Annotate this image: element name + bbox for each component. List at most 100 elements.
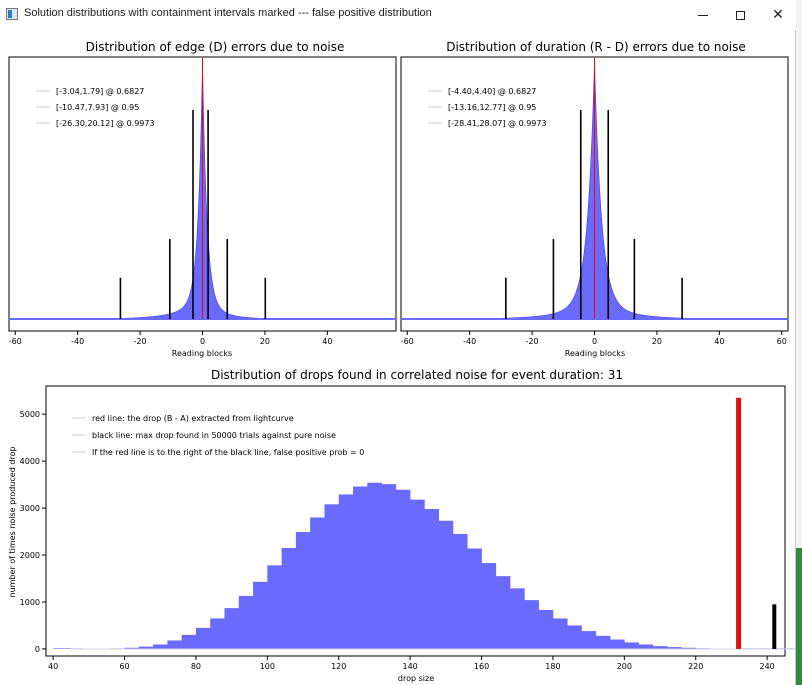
edge-legend-item-1: [-3.04,1.79] @ 0.6827 [56, 87, 144, 96]
x-tick-label: 80 [191, 662, 201, 671]
desktop-edge [796, 0, 802, 685]
edge-error-plot: Distribution of edge (D) errors due to n… [8, 40, 397, 358]
histogram-bar [510, 588, 525, 649]
drop-histogram [53, 482, 796, 650]
histogram-bar [624, 642, 639, 649]
histogram-bar [167, 640, 182, 649]
x-tick-label: 40 [48, 662, 58, 671]
duration-x-axis: -60 -40 -20 0 20 40 60 [401, 331, 787, 346]
x-tick-label: -40 [71, 337, 84, 346]
histogram-bar [153, 644, 168, 649]
drop-legend-item-1: red line: the drop (B - A) extracted fro… [92, 414, 294, 423]
histogram-bar [467, 548, 482, 649]
histogram-bar [324, 504, 340, 649]
histogram-bar [295, 532, 311, 649]
histogram-bar [53, 648, 68, 649]
histogram-bar [481, 563, 497, 649]
y-tick-label: 3000 [20, 504, 40, 513]
histogram-bar [181, 634, 197, 649]
histogram-bar [367, 482, 382, 649]
x-tick-label: 0 [200, 337, 205, 346]
y-tick-label: 1000 [20, 598, 40, 607]
histogram-bar [210, 618, 225, 649]
histogram-bar [424, 509, 440, 649]
duration-plot-title: Distribution of duration (R - D) errors … [446, 40, 746, 54]
x-tick-label: 180 [545, 662, 560, 671]
histogram-bar [124, 647, 140, 649]
edge-legend-item-2: [-10.47,7.93] @ 0.95 [56, 103, 139, 112]
desktop-background [796, 548, 802, 685]
duration-legend: [-4.40,4.40] @ 0.6827 [-13.16,12.77] @ 0… [428, 87, 547, 128]
y-tick-label: 0 [35, 645, 40, 654]
close-icon: ✕ [772, 7, 784, 23]
edge-interval-lines [119, 58, 267, 319]
histogram-bar [395, 489, 411, 649]
histogram-bar [495, 576, 511, 649]
x-tick-label: 40 [714, 337, 724, 346]
x-tick-label: -40 [463, 337, 476, 346]
title-bar[interactable]: Solution distributions with containment … [0, 0, 796, 30]
histogram-bar [681, 647, 697, 649]
duration-legend-item-1: [-4.40,4.40] @ 0.6827 [448, 87, 536, 96]
histogram-bar [652, 646, 668, 649]
x-tick-label: -60 [9, 337, 22, 346]
histogram-bar [438, 520, 454, 649]
x-tick-label: 220 [688, 662, 703, 671]
drop-legend-item-3: If the red line is to the right of the b… [92, 448, 364, 457]
duration-legend-item-2: [-13.16,12.77] @ 0.95 [448, 103, 536, 112]
window-title: Solution distributions with containment … [24, 7, 432, 19]
x-tick-label: -20 [526, 337, 539, 346]
histogram-bar [138, 646, 154, 649]
duration-legend-item-3: [-28.41,28.07] @ 0.9973 [448, 119, 547, 128]
x-tick-label: 0 [592, 337, 597, 346]
drop-distribution-plot: Distribution of drops found in correlate… [8, 368, 796, 683]
histogram-bar [667, 647, 682, 649]
x-tick-label: 200 [617, 662, 632, 671]
x-tick-label: 40 [322, 337, 332, 346]
histogram-bar [338, 494, 354, 649]
app-icon [6, 8, 18, 20]
drop-y-label: number of times noise produced drop [8, 447, 17, 598]
histogram-bar [353, 486, 368, 649]
histogram-bar [638, 644, 654, 649]
x-tick-label: -60 [401, 337, 414, 346]
histogram-bar [524, 600, 539, 649]
histogram-bar [452, 533, 468, 649]
x-tick-label: 140 [403, 662, 418, 671]
drop-marker-lines [736, 397, 777, 649]
histogram-bar [253, 581, 268, 649]
maximize-button[interactable] [720, 0, 760, 30]
x-tick-label: 240 [760, 662, 775, 671]
x-tick-label: 120 [331, 662, 346, 671]
histogram-bar [581, 631, 597, 649]
y-tick-label: 4000 [20, 457, 40, 466]
drop-legend-item-2: black line: max drop found in 50000 tria… [92, 431, 336, 440]
x-tick-label: 100 [260, 662, 275, 671]
drop-plot-title: Distribution of drops found in correlate… [211, 368, 623, 382]
drop-legend: red line: the drop (B - A) extracted fro… [72, 414, 364, 457]
close-button[interactable]: ✕ [758, 0, 798, 30]
x-tick-label: 60 [119, 662, 129, 671]
histogram-bar [410, 499, 425, 649]
histogram-bar [238, 595, 254, 649]
histogram-bar [195, 627, 211, 649]
minimize-icon [698, 14, 708, 16]
edge-legend-item-3: [-26.30,20.12] @ 0.9973 [56, 119, 155, 128]
edge-x-label: Reading blocks [172, 349, 232, 358]
histogram-bar [224, 608, 240, 649]
edge-x-axis: -60 -40 -20 0 20 40 [9, 331, 332, 346]
minimize-button[interactable] [683, 0, 723, 30]
duration-error-plot: Distribution of duration (R - D) errors … [400, 40, 789, 358]
histogram-bar [267, 565, 282, 649]
x-tick-label: 20 [652, 337, 662, 346]
drop-x-label: drop size [398, 674, 434, 683]
duration-interval-lines [505, 58, 683, 319]
x-tick-label: -20 [134, 337, 147, 346]
histogram-bar [310, 517, 325, 649]
histogram-bar [567, 625, 582, 649]
edge-plot-title: Distribution of edge (D) errors due to n… [86, 40, 345, 54]
histogram-bar [552, 618, 568, 649]
x-tick-label: 20 [260, 337, 270, 346]
